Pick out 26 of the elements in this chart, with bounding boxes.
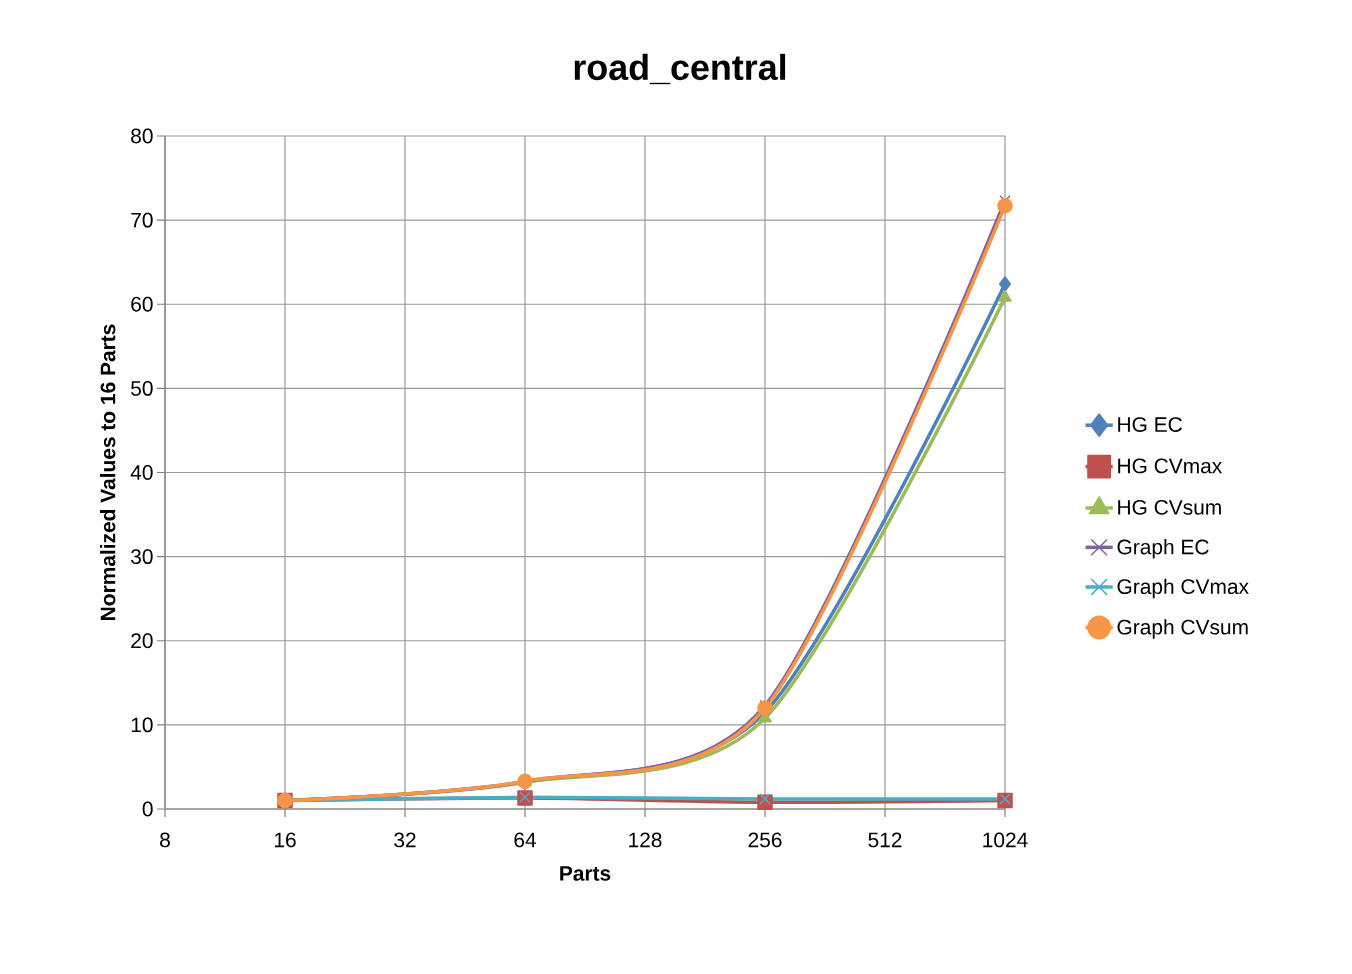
legend-label: Graph CVmax — [1117, 578, 1249, 599]
y-tick-label: 70 — [131, 212, 153, 228]
y-axis-title: Normalized Values to 16 Parts — [100, 324, 116, 620]
legend-label: HG CVmax — [1118, 458, 1223, 474]
chart-title: road_central — [574, 53, 786, 85]
y-tick-label: 30 — [131, 549, 153, 565]
y-tick-label: 40 — [130, 465, 153, 480]
x-tick-label: 256 — [748, 832, 782, 848]
y-tick-label: 50 — [131, 380, 153, 396]
legend-label: HG CVsum — [1118, 499, 1221, 515]
y-tick-label: 20 — [131, 633, 153, 649]
x-tick-label: 64 — [514, 832, 537, 848]
x-tick-label: 512 — [868, 832, 902, 848]
x-tick-label: 16 — [274, 832, 296, 848]
y-tick-label: 0 — [142, 801, 153, 817]
x-tick-label: 8 — [160, 832, 170, 848]
y-tick-label: 10 — [131, 717, 153, 733]
x-tick-label: 32 — [394, 832, 416, 848]
x-tick-label: 128 — [629, 832, 662, 848]
legend-label: Graph EC — [1117, 539, 1209, 559]
legend-label: HG EC — [1118, 417, 1182, 432]
y-tick-label: 60 — [131, 296, 153, 312]
x-tick-label: 1024 — [983, 832, 1028, 848]
y-tick-label: 80 — [131, 128, 153, 144]
x-axis-title: Parts — [560, 866, 611, 881]
legend-label: Graph CVsum — [1117, 619, 1248, 639]
